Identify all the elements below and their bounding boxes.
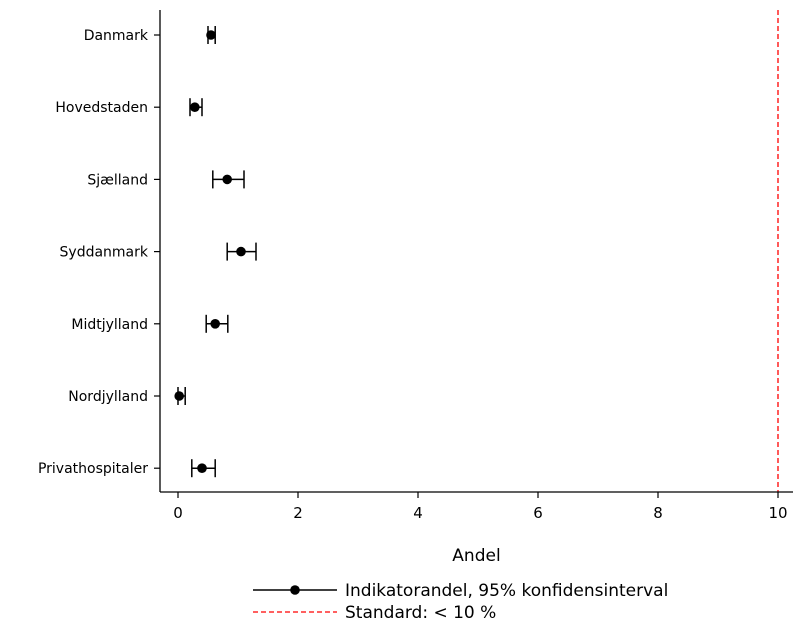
x-tick-label: 0 — [173, 504, 183, 522]
legend: Indikatorandel, 95% konfidensintervalSta… — [253, 581, 668, 623]
data-point — [190, 102, 200, 112]
legend-reference-label: Standard: < 10 % — [345, 603, 496, 623]
data-point — [197, 463, 207, 474]
data-point — [222, 174, 232, 185]
category-label: Privathospitaler — [38, 461, 148, 477]
x-tick-label: 2 — [293, 504, 303, 522]
x-tick-label: 6 — [533, 504, 543, 522]
legend-series-marker — [290, 585, 300, 595]
data-point — [236, 246, 246, 257]
category-label: Hovedstaden — [55, 100, 148, 116]
x-tick-label: 10 — [768, 504, 787, 522]
category-label: Danmark — [84, 28, 149, 44]
category-label: Midtjylland — [71, 317, 148, 333]
data-point — [206, 30, 216, 40]
legend-series-label: Indikatorandel, 95% konfidensinterval — [345, 581, 668, 601]
x-tick-label: 8 — [653, 504, 663, 522]
x-axis-title: Andel — [452, 546, 500, 566]
category-label: Nordjylland — [68, 389, 148, 405]
data-point — [210, 319, 220, 329]
x-tick-label: 4 — [413, 504, 423, 522]
category-label: Syddanmark — [60, 245, 149, 261]
plot-area: 0 2 4 6 8 10 Andel Danmark Hovedstaden Sjælland Sy… — [38, 10, 793, 566]
category-label: Sjælland — [87, 172, 148, 188]
data-point — [174, 391, 184, 401]
